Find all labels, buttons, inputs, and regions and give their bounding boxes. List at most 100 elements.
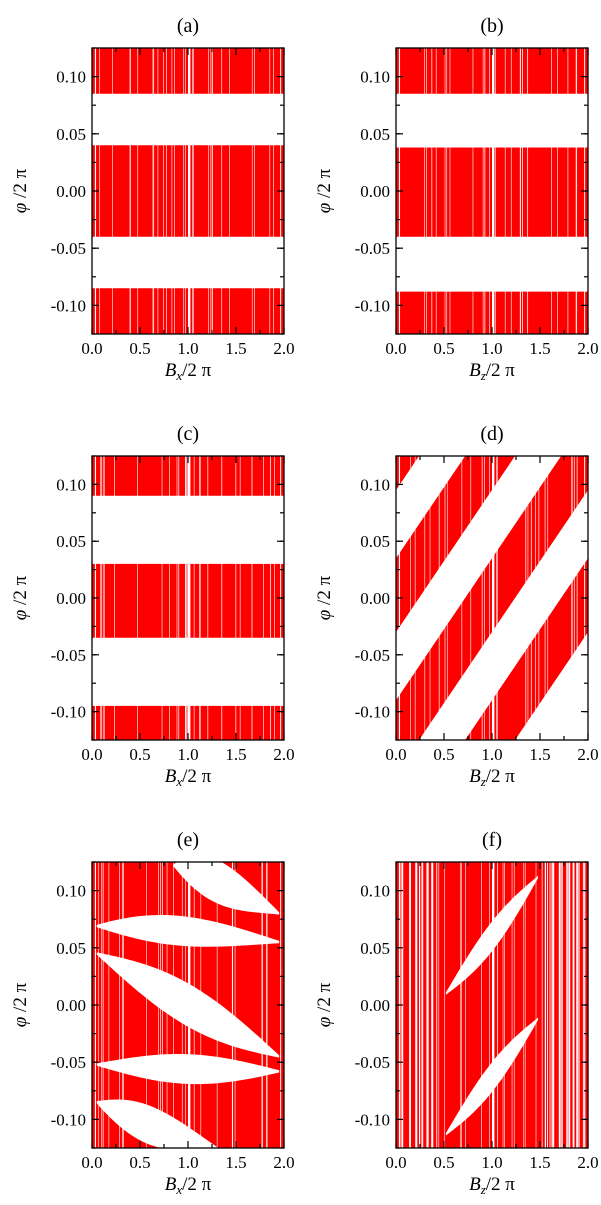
data-stripe bbox=[409, 862, 411, 1148]
data-stripe bbox=[470, 456, 472, 740]
data-stripe bbox=[424, 456, 426, 740]
y-tick-label: 0.00 bbox=[56, 182, 86, 201]
data-stripe bbox=[185, 456, 186, 740]
data-stripe bbox=[559, 862, 561, 1148]
x-tick-label: 1.0 bbox=[177, 1153, 198, 1172]
data-stripe bbox=[101, 862, 103, 1148]
data-stripe bbox=[426, 862, 428, 1148]
data-stripe bbox=[566, 862, 568, 1148]
data-stripe bbox=[100, 456, 102, 740]
data-stripe bbox=[262, 862, 263, 1148]
data-stripe bbox=[547, 862, 548, 1148]
data-stripe bbox=[482, 48, 484, 334]
data-stripe bbox=[101, 456, 102, 740]
x-tick-label: 0.0 bbox=[81, 339, 102, 358]
data-stripe bbox=[566, 862, 568, 1148]
data-stripe bbox=[422, 862, 424, 1148]
panel-b: 0.0 0.5 1.0 1.5 2.0 0.10 0.05 0.00 -0.05 -0.10 (b)… bbox=[314, 15, 599, 383]
data-stripe bbox=[210, 48, 212, 334]
data-stripe bbox=[426, 862, 428, 1148]
data-stripe bbox=[504, 862, 505, 1148]
data-stripe bbox=[221, 48, 223, 334]
data-stripe bbox=[415, 862, 417, 1148]
data-stripe bbox=[161, 456, 163, 740]
y-tick-label: 0.10 bbox=[360, 882, 390, 901]
data-stripe bbox=[173, 862, 174, 1148]
data-stripe bbox=[444, 48, 446, 334]
x-axis-label: Bx/2 π bbox=[165, 766, 212, 789]
y-tick-label: 0.00 bbox=[56, 589, 86, 608]
data-stripe bbox=[421, 862, 423, 1148]
y-tick-label: -0.05 bbox=[51, 1053, 86, 1072]
data-stripe bbox=[410, 456, 411, 740]
data-band bbox=[396, 456, 420, 491]
data-stripe bbox=[419, 862, 421, 1148]
data-stripe bbox=[108, 862, 110, 1148]
data-stripe bbox=[153, 48, 155, 334]
data-stripe bbox=[200, 862, 202, 1148]
data-stripe bbox=[495, 48, 496, 334]
y-tick-label: 0.05 bbox=[56, 125, 86, 144]
data-stripe bbox=[263, 456, 264, 740]
y-axis-label: φ /2 π bbox=[314, 575, 335, 620]
data-stripe bbox=[427, 862, 429, 1148]
data-stripe bbox=[481, 862, 482, 1148]
panel-label: (c) bbox=[177, 423, 199, 445]
y-axis-label: φ /2 π bbox=[314, 168, 335, 213]
data-stripe bbox=[492, 456, 495, 740]
y-tick-label: -0.05 bbox=[355, 646, 390, 665]
x-tick-label: 0.0 bbox=[385, 339, 406, 358]
data-stripe bbox=[169, 456, 170, 740]
data-stripe bbox=[492, 862, 495, 1148]
plot-area bbox=[92, 456, 284, 740]
plot-area bbox=[92, 48, 284, 334]
data-stripe bbox=[102, 456, 104, 740]
data-stripe bbox=[130, 48, 131, 334]
data-stripe bbox=[171, 48, 173, 334]
data-stripe bbox=[572, 862, 574, 1148]
x-tick-label: 0.0 bbox=[81, 745, 102, 764]
x-tick-label: 0.5 bbox=[129, 745, 150, 764]
data-stripe bbox=[489, 456, 490, 740]
panel-label: (b) bbox=[480, 15, 503, 37]
x-axis-label: Bz/2 π bbox=[469, 1174, 515, 1197]
data-stripe bbox=[446, 456, 448, 740]
data-stripe bbox=[523, 862, 525, 1148]
panel-a: 0.0 0.5 1.0 1.5 2.0 0.10 0.05 0.00 -0.05 -0.10 (a)… bbox=[10, 15, 295, 383]
data-stripe bbox=[123, 862, 124, 1148]
data-stripe bbox=[416, 862, 418, 1148]
data-stripe bbox=[414, 456, 416, 740]
data-stripe bbox=[193, 862, 195, 1148]
y-tick-label: 0.05 bbox=[360, 532, 390, 551]
data-stripe bbox=[186, 456, 187, 740]
data-stripe bbox=[551, 48, 552, 334]
data-stripe bbox=[436, 862, 438, 1148]
data-stripe bbox=[524, 862, 526, 1148]
x-tick-label: 0.5 bbox=[433, 745, 454, 764]
data-stripe bbox=[424, 48, 425, 334]
data-stripe bbox=[497, 862, 498, 1148]
y-tick-label: -0.10 bbox=[51, 703, 86, 722]
data-gap bbox=[173, 862, 280, 915]
data-stripe bbox=[578, 862, 580, 1148]
x-tick-label: 2.0 bbox=[577, 339, 598, 358]
y-tick-label: 0.00 bbox=[360, 996, 390, 1015]
data-stripe bbox=[549, 862, 551, 1148]
data-stripe bbox=[541, 862, 543, 1148]
y-tick-label: 0.10 bbox=[56, 68, 86, 87]
data-stripe bbox=[576, 456, 578, 740]
panel-e: 0.0 0.5 1.0 1.5 2.0 0.10 0.05 0.00 -0.05 -0.10 (e)… bbox=[10, 829, 295, 1197]
x-tick-label: 1.0 bbox=[177, 339, 198, 358]
data-stripe bbox=[114, 456, 115, 740]
x-tick-label: 2.0 bbox=[273, 745, 294, 764]
data-stripe bbox=[489, 862, 490, 1148]
x-axis-label: Bx/2 π bbox=[165, 360, 212, 383]
data-stripe bbox=[535, 456, 536, 740]
data-stripe bbox=[112, 48, 113, 334]
data-stripe bbox=[231, 862, 233, 1148]
data-stripe bbox=[266, 862, 268, 1148]
x-axis-label: Bz/2 π bbox=[469, 766, 515, 789]
data-stripe bbox=[538, 456, 540, 740]
plot-area bbox=[396, 862, 588, 1148]
data-stripe bbox=[146, 862, 147, 1148]
